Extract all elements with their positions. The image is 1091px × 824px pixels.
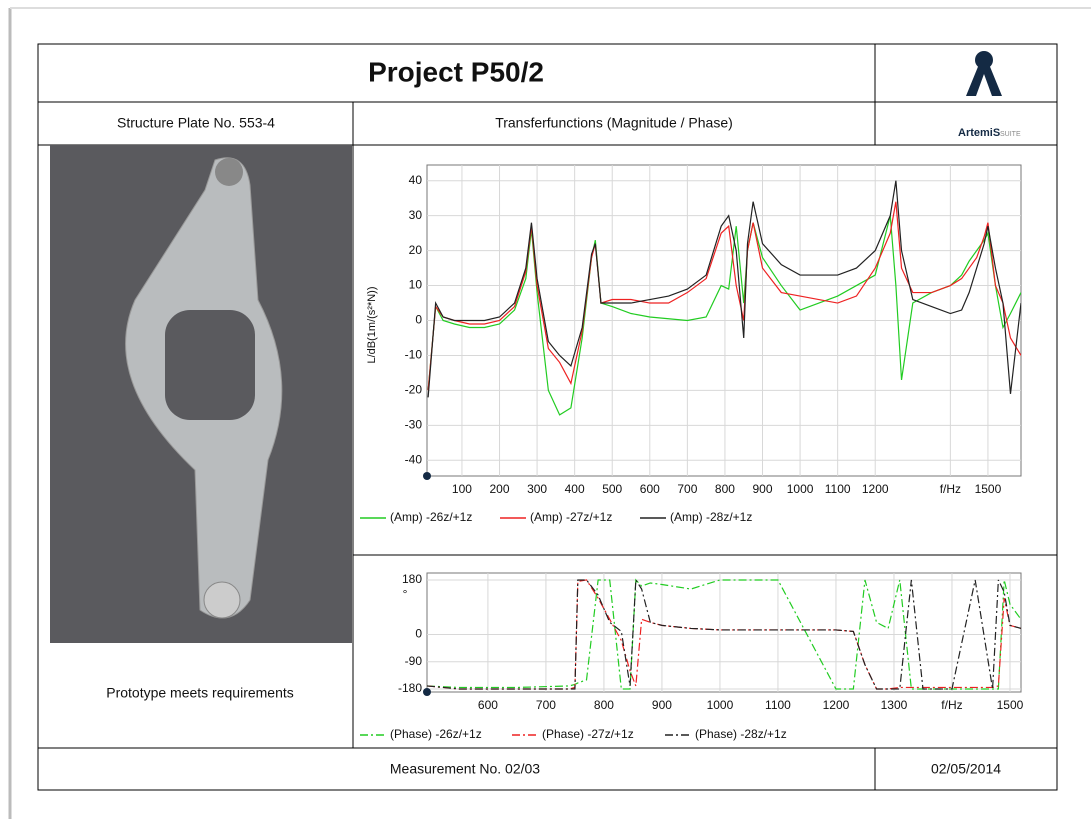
x-tick-label: 1100 <box>765 698 791 712</box>
plate-hole <box>215 158 243 186</box>
x-tick-label: 600 <box>478 698 498 712</box>
y-tick-label: 20 <box>409 243 423 257</box>
x-tick-label: 1500 <box>975 482 1002 496</box>
y-tick-label: 180 <box>402 572 422 586</box>
logo-text: ArtemiS <box>958 127 1000 139</box>
logo-mark <box>975 51 993 69</box>
y-tick-label: 40 <box>409 173 423 187</box>
x-tick-label: 1000 <box>707 698 734 712</box>
legend-label: (Phase) -26z/+1z <box>390 727 482 741</box>
date: 02/05/2014 <box>931 761 1001 777</box>
y-tick-label: 0 <box>415 627 422 641</box>
x-tick-label: 200 <box>489 482 509 496</box>
y-axis-label: L/dB(1m/(s²*N)) <box>366 286 378 363</box>
legend-label: (Amp) -28z/+1z <box>670 510 752 524</box>
photo <box>50 145 352 643</box>
x-tick-label: 600 <box>640 482 660 496</box>
legend-label: (Phase) -28z/+1z <box>695 727 787 741</box>
x-tick-label: 900 <box>652 698 672 712</box>
x-tick-label: 1100 <box>825 482 851 496</box>
y-tick-label: -10 <box>405 348 423 362</box>
x-tick-label: 1200 <box>862 482 889 496</box>
x-tick-label: 300 <box>527 482 547 496</box>
title: Project P50/2 <box>368 56 544 87</box>
y-tick-label: -180 <box>398 681 422 695</box>
origin-dot <box>423 472 431 480</box>
report: Project P50/2 ArtemiS SUITE Structure Pl… <box>0 0 1091 819</box>
x-tick-label: 400 <box>565 482 585 496</box>
x-tick-label: 900 <box>752 482 772 496</box>
x-tick-label: 800 <box>594 698 614 712</box>
x-tick-label: 700 <box>677 482 697 496</box>
y-tick-label: -30 <box>405 418 423 432</box>
logo-suffix: SUITE <box>1000 131 1021 138</box>
legend-label: (Amp) -27z/+1z <box>530 510 612 524</box>
x-tick-label: 1300 <box>881 698 908 712</box>
y-tick-label: 0 <box>415 313 422 327</box>
measurement: Measurement No. 02/03 <box>390 761 540 777</box>
x-tick-label: 1000 <box>787 482 814 496</box>
y-tick-label: -20 <box>405 383 423 397</box>
y-tick-label: 10 <box>409 278 423 292</box>
x-tick-label: 700 <box>536 698 556 712</box>
plate-hole <box>204 582 240 618</box>
structure-label: Structure Plate No. 553-4 <box>117 115 275 131</box>
x-tick-label: 500 <box>602 482 622 496</box>
plot-area <box>427 573 1021 692</box>
x-tick-label: f/Hz <box>941 698 962 712</box>
y-tick-label: -40 <box>405 452 423 466</box>
note: Prototype meets requirements <box>106 685 294 701</box>
plate-hole <box>165 310 255 420</box>
x-tick-label: 1500 <box>997 698 1024 712</box>
x-tick-label: f/Hz <box>940 482 961 496</box>
x-tick-label: 1200 <box>823 698 850 712</box>
page: {"header": {"title": "Project P50/2", "l… <box>0 0 1091 819</box>
legend-label: (Phase) -27z/+1z <box>542 727 634 741</box>
y-tick-label: -90 <box>405 654 423 668</box>
chart-heading: Transferfunctions (Magnitude / Phase) <box>495 115 733 131</box>
x-tick-label: 100 <box>452 482 472 496</box>
y-tick-label: 30 <box>409 208 423 222</box>
legend-label: (Amp) -26z/+1z <box>390 510 472 524</box>
y-axis-unit: ° <box>403 587 408 601</box>
origin-dot <box>423 688 431 696</box>
x-tick-label: 800 <box>715 482 735 496</box>
